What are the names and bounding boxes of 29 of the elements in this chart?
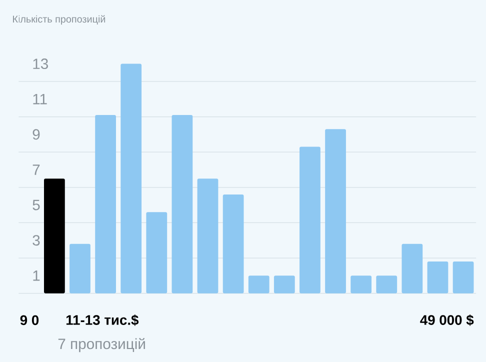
annotation: 49 000 $ (420, 314, 474, 326)
bar (248, 276, 270, 294)
annotation: 9 0 (20, 315, 39, 326)
bar (197, 178, 218, 294)
bar (376, 276, 398, 294)
bar (146, 212, 168, 294)
bar (120, 64, 142, 294)
y-tick-label: 9 (32, 129, 40, 140)
y-tick-label: 11 (33, 94, 47, 104)
bar (300, 146, 320, 294)
bar (274, 276, 295, 294)
y-tick-label: 3 (32, 235, 40, 246)
y-tick-label: 7 (32, 164, 40, 175)
y-tick-label: 13 (33, 58, 48, 70)
text: Кількість пропозицій (13, 15, 106, 25)
bar (402, 244, 423, 294)
bar (95, 115, 116, 294)
y-tick-label: 5 (32, 200, 40, 210)
y-tick-label: 1 (33, 270, 40, 281)
bar (350, 276, 372, 294)
bar (325, 129, 346, 294)
annotation: 7 пропозицій (58, 338, 145, 352)
bar (70, 244, 90, 294)
bar (222, 194, 244, 294)
annotation: 11-13 тис.$ (66, 314, 139, 326)
bar (44, 178, 65, 294)
bar (427, 262, 448, 294)
bar (172, 115, 193, 294)
bar (452, 262, 474, 294)
